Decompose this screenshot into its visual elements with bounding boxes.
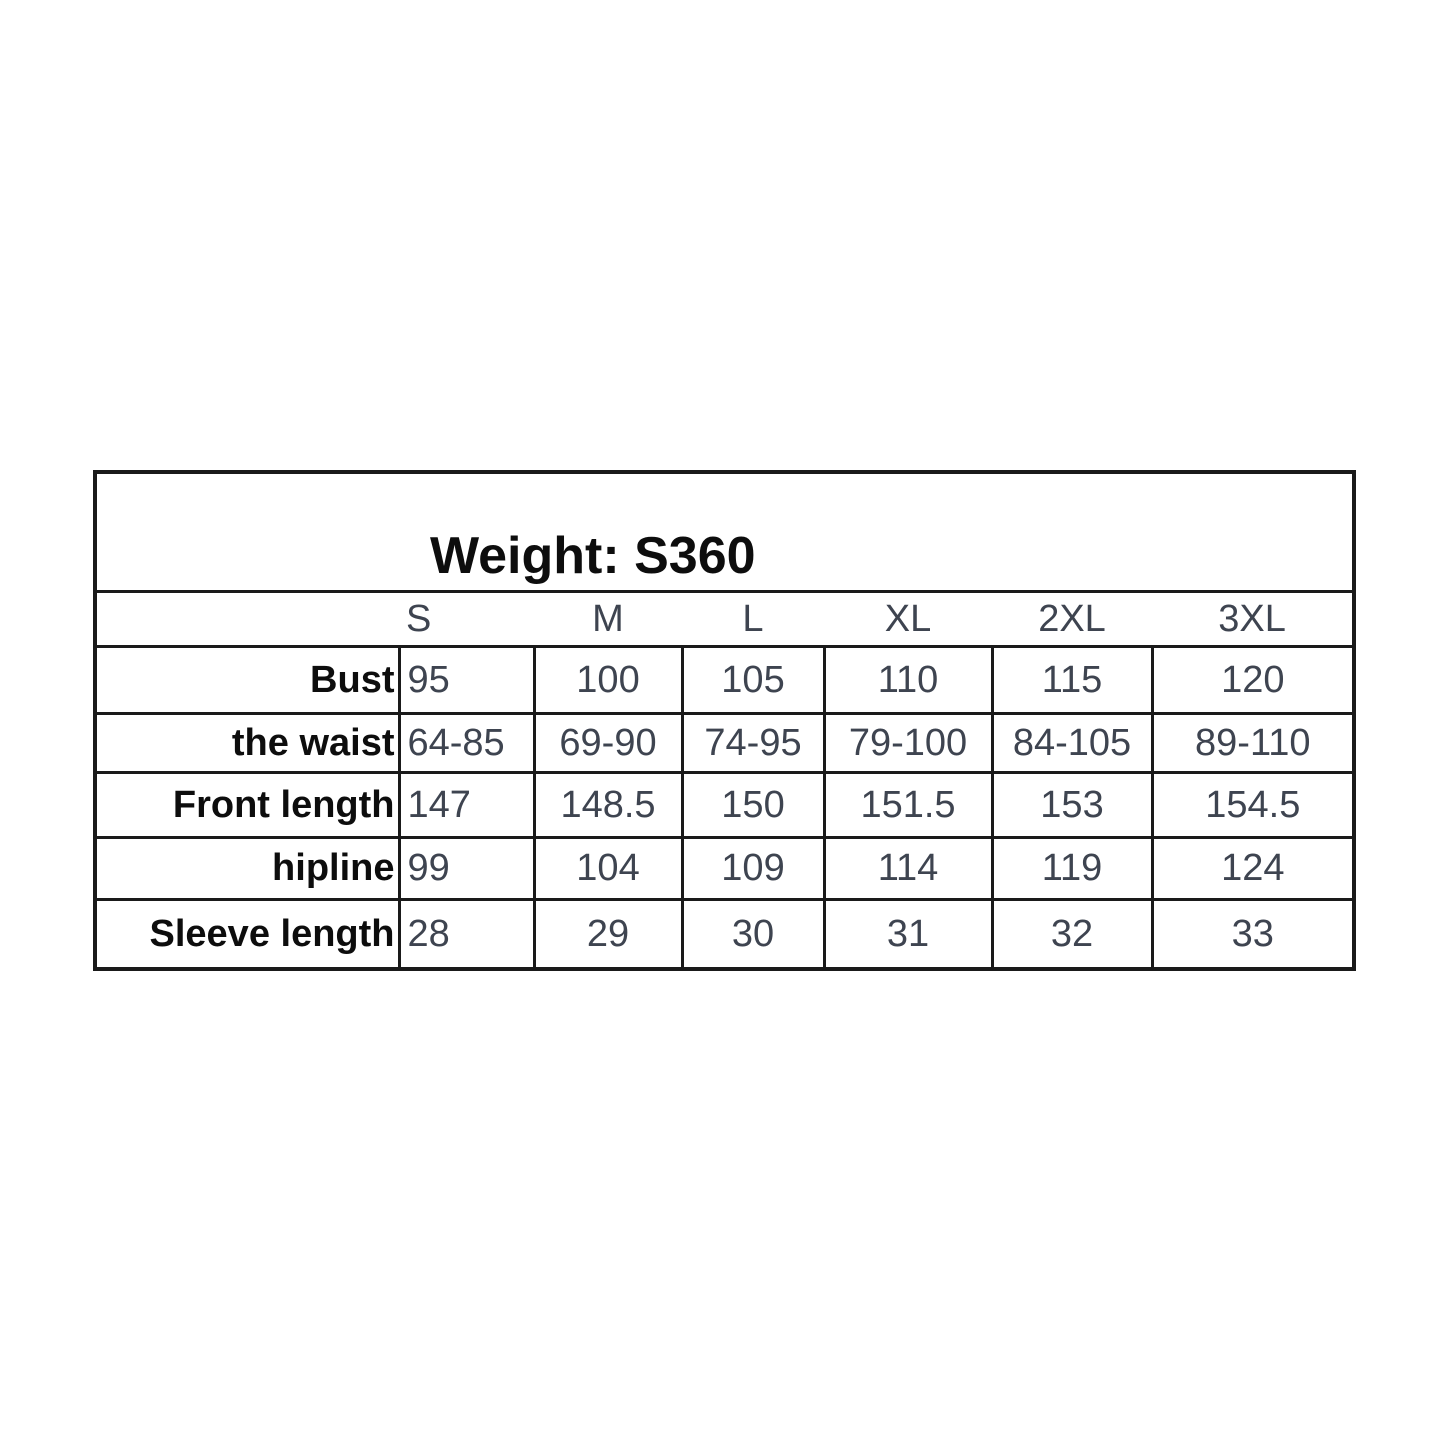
table-row-bust: Bust 95 100 105 110 115 120 [93, 645, 1356, 715]
row-label: Sleeve length [93, 898, 401, 971]
size-header-xl: XL [824, 591, 992, 648]
cell-value: 74-95 [680, 712, 826, 774]
cell-value: 124 [1150, 836, 1356, 901]
table-row-sleeve-length: Sleeve length 28 29 30 31 32 33 [93, 898, 1356, 971]
cell-value: 69-90 [532, 712, 684, 774]
row-label: Bust [93, 645, 401, 715]
cell-value: 147 [397, 771, 536, 839]
chart-title: Weight: S360 [95, 472, 1355, 593]
cell-value: 28 [397, 898, 536, 971]
cell-value: 33 [1150, 898, 1356, 971]
cell-value: 32 [990, 898, 1154, 971]
cell-value: 100 [532, 645, 684, 715]
cell-value: 104 [532, 836, 684, 901]
cell-value: 31 [822, 898, 994, 971]
size-header-m: M [534, 591, 682, 648]
size-header-3xl: 3XL [1152, 591, 1355, 648]
row-label: hipline [93, 836, 401, 901]
row-label: Front length [93, 771, 401, 839]
cell-value: 150 [680, 771, 826, 839]
cell-value: 109 [680, 836, 826, 901]
title-row: Weight: S360 [95, 472, 1355, 593]
header-empty-cell [95, 591, 399, 648]
cell-value: 95 [397, 645, 536, 715]
cell-value: 154.5 [1150, 771, 1356, 839]
cell-value: 64-85 [397, 712, 536, 774]
cell-value: 114 [822, 836, 994, 901]
table-row-front-length: Front length 147 148.5 150 151.5 153 154… [93, 771, 1356, 839]
cell-value: 153 [990, 771, 1154, 839]
table-row-hipline: hipline 99 104 109 114 119 124 [93, 836, 1356, 901]
cell-value: 120 [1150, 645, 1356, 715]
size-chart: Weight: S360 S M L XL 2XL 3XL Bust 95 10… [93, 470, 1357, 971]
row-label: the waist [93, 712, 401, 774]
size-header-2xl: 2XL [992, 591, 1152, 648]
size-header-l: L [682, 591, 824, 648]
cell-value: 105 [680, 645, 826, 715]
cell-value: 99 [397, 836, 536, 901]
cell-value: 84-105 [990, 712, 1154, 774]
size-header-row: S M L XL 2XL 3XL [95, 591, 1355, 648]
cell-value: 115 [990, 645, 1154, 715]
cell-value: 151.5 [822, 771, 994, 839]
cell-value: 148.5 [532, 771, 684, 839]
size-chart-table: Weight: S360 S M L XL 2XL 3XL Bust 95 10… [93, 470, 1357, 971]
cell-value: 119 [990, 836, 1154, 901]
cell-value: 89-110 [1150, 712, 1356, 774]
size-header-s: S [399, 591, 534, 648]
cell-value: 79-100 [822, 712, 994, 774]
table-row-waist: the waist 64-85 69-90 74-95 79-100 84-10… [93, 712, 1356, 774]
cell-value: 29 [532, 898, 684, 971]
cell-value: 30 [680, 898, 826, 971]
cell-value: 110 [822, 645, 994, 715]
